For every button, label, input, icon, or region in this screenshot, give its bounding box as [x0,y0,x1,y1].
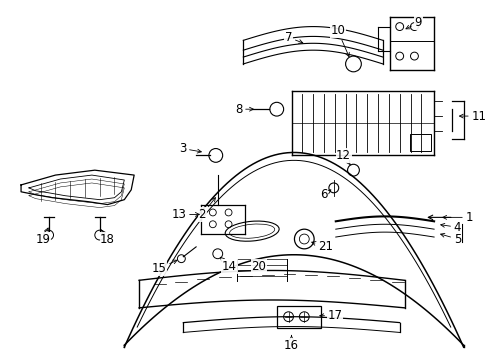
Text: 16: 16 [284,336,298,352]
Text: 12: 12 [335,149,350,165]
Text: 11: 11 [459,109,486,122]
Text: 10: 10 [329,24,348,57]
Text: 14: 14 [220,257,237,273]
Text: 1: 1 [442,211,472,224]
Text: 2: 2 [198,198,215,221]
Text: 21: 21 [311,240,332,253]
Text: 5: 5 [440,233,460,246]
Text: 4: 4 [440,221,460,234]
Text: 20: 20 [251,259,266,273]
Text: 19: 19 [35,228,50,246]
Text: 18: 18 [100,230,115,246]
Text: 9: 9 [405,16,421,29]
Text: 6: 6 [320,188,330,201]
Text: 15: 15 [151,260,177,275]
Text: 8: 8 [234,103,253,116]
Bar [276,306,320,328]
Text: 17: 17 [319,309,342,322]
Text: 13: 13 [171,208,199,221]
Text: 3: 3 [179,142,201,155]
Bar [408,134,430,152]
Text: 7: 7 [284,31,302,44]
